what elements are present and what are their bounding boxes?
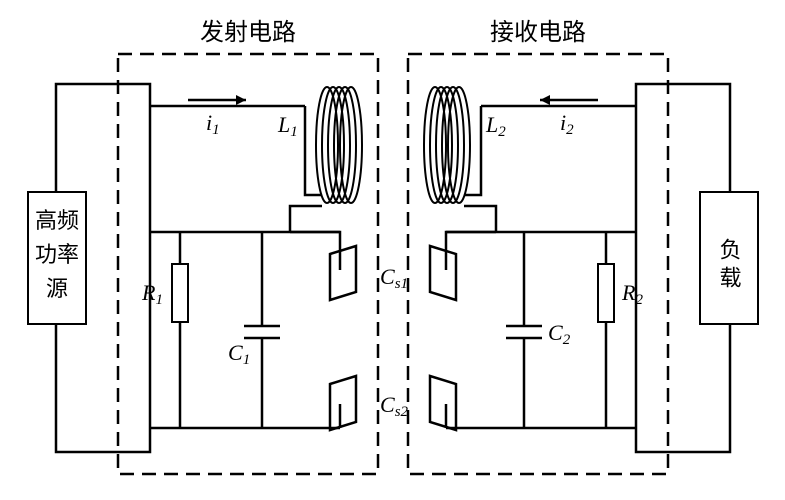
svg-text:L1: L1 — [277, 112, 298, 140]
R2 — [598, 264, 614, 322]
wire-Cs1-L — [290, 232, 340, 270]
label-Cs1: C — [380, 264, 395, 289]
svg-text:C1: C1 — [228, 340, 250, 368]
label-C1-sub: 1 — [243, 352, 251, 368]
label-Cs2-sub: s2 — [395, 404, 409, 420]
label-L1: L — [277, 112, 290, 137]
plate-Cs1-L — [330, 246, 356, 300]
source-line2: 功率 — [35, 242, 79, 267]
label-L2-sub: 2 — [498, 124, 506, 140]
coil-L1 — [316, 87, 362, 203]
source-line1: 高频 — [35, 208, 79, 233]
label-C1: C — [228, 340, 243, 365]
svg-text:R2: R2 — [621, 280, 643, 308]
label-R1: R — [141, 280, 156, 305]
svg-text:i1: i1 — [206, 110, 220, 138]
svg-text:L2: L2 — [485, 112, 506, 140]
label-i2-sub: 2 — [566, 122, 574, 138]
svg-text:C2: C2 — [548, 320, 571, 348]
R1 — [172, 264, 188, 322]
label-Cs2: C — [380, 392, 395, 417]
wire-src-top — [56, 84, 150, 192]
svg-text:i2: i2 — [560, 110, 574, 138]
plate-Cs2-R — [430, 376, 456, 430]
load-text: 负载 — [717, 238, 742, 294]
title-left: 发射电路 — [200, 19, 296, 46]
wire-coil-bot-L — [290, 206, 322, 232]
circuit-diagram: 发射电路 接收电路 高频 功率 源 负载 i1 L1 R1 C1 Cs1 Cs2… — [0, 0, 785, 500]
label-R2-sub: 2 — [635, 292, 643, 308]
arrow-i1 — [188, 95, 246, 105]
plate-Cs1-R — [430, 246, 456, 300]
label-L1-sub: 1 — [290, 124, 298, 140]
title-right: 接收电路 — [490, 19, 586, 46]
wire-load-top — [636, 84, 730, 192]
label-R2: R — [621, 280, 636, 305]
label-i1-sub: 1 — [212, 122, 220, 138]
label-C2: C — [548, 320, 563, 345]
label-R1-sub: 1 — [155, 292, 163, 308]
source-line3: 源 — [46, 276, 68, 301]
svg-text:R1: R1 — [141, 280, 163, 308]
wire-src-bot — [56, 324, 150, 452]
svg-text:Cs1: Cs1 — [380, 264, 408, 292]
wire-coil-bot-R — [464, 206, 496, 232]
label-Cs1-sub: s1 — [395, 276, 408, 292]
label-C2-sub: 2 — [563, 332, 571, 348]
svg-text:Cs2: Cs2 — [380, 392, 409, 420]
wire-load-bot — [636, 324, 730, 452]
arrow-i2 — [540, 95, 598, 105]
wire-Cs1-R — [446, 232, 496, 270]
plate-Cs2-L — [330, 376, 356, 430]
label-L2: L — [485, 112, 498, 137]
coil-L2 — [424, 87, 470, 203]
